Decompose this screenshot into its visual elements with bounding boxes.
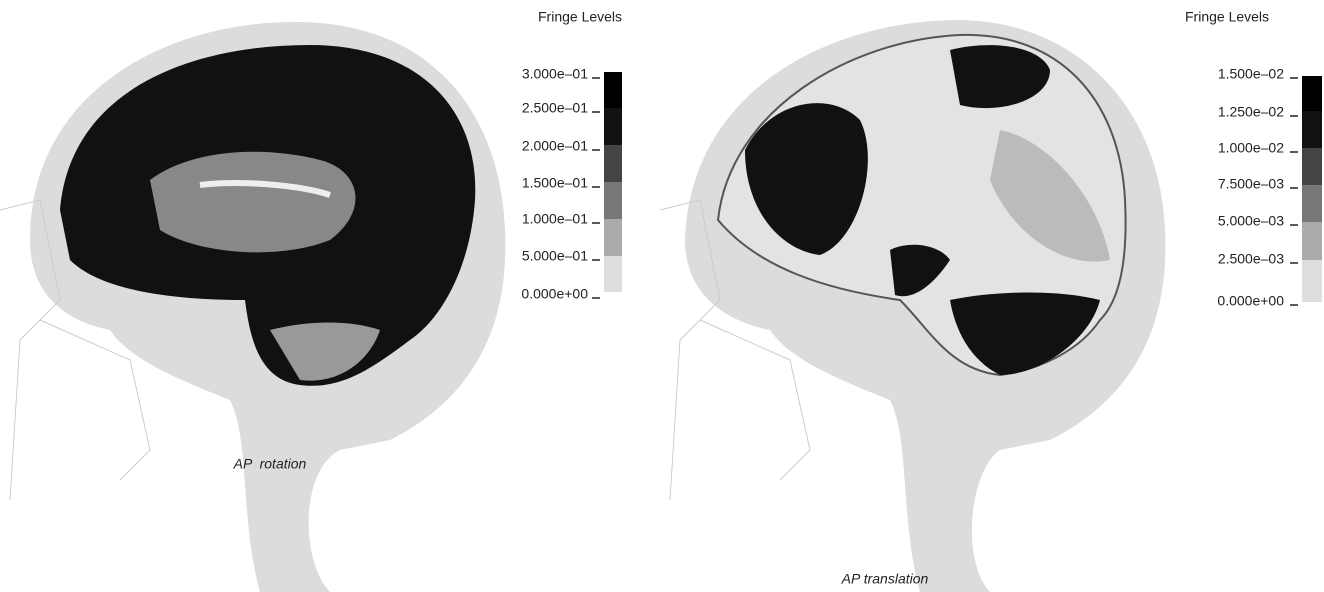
legend-label: 1.000e–02 [1218,140,1284,156]
legend-label: 5.000e–01 [522,248,588,264]
legend-label: 1.500e–02 [1218,66,1284,82]
legend-label: 7.500e–03 [1218,176,1284,192]
legend-bar-left [604,72,622,292]
figure: Fringe Levels Fringe Levels AP rotation … [0,0,1324,592]
legend-label: 2.500e–01 [522,100,588,116]
legend-title: Fringe Levels [538,9,622,25]
legend-label: 1.000e–01 [522,211,588,227]
legend-label: 2.000e–01 [522,138,588,154]
legend-label: 0.000e+00 [1217,293,1284,309]
legend-label: 2.500e–03 [1218,251,1284,267]
caption: AP translation [841,571,929,587]
legend-label: 0.000e+00 [521,286,588,302]
legend-label: 1.500e–01 [522,175,588,191]
legend-label: 3.000e–01 [522,66,588,82]
legend-label: 5.000e–03 [1218,213,1284,229]
legend-bar-right [1302,76,1322,302]
legend-title: Fringe Levels [1185,9,1269,25]
head-model-right [660,20,1165,592]
head-model-left [0,22,505,592]
caption: AP rotation [233,456,307,472]
figure-canvas: Fringe Levels Fringe Levels AP rotation … [0,0,1324,592]
legend-label: 1.250e–02 [1218,104,1284,120]
